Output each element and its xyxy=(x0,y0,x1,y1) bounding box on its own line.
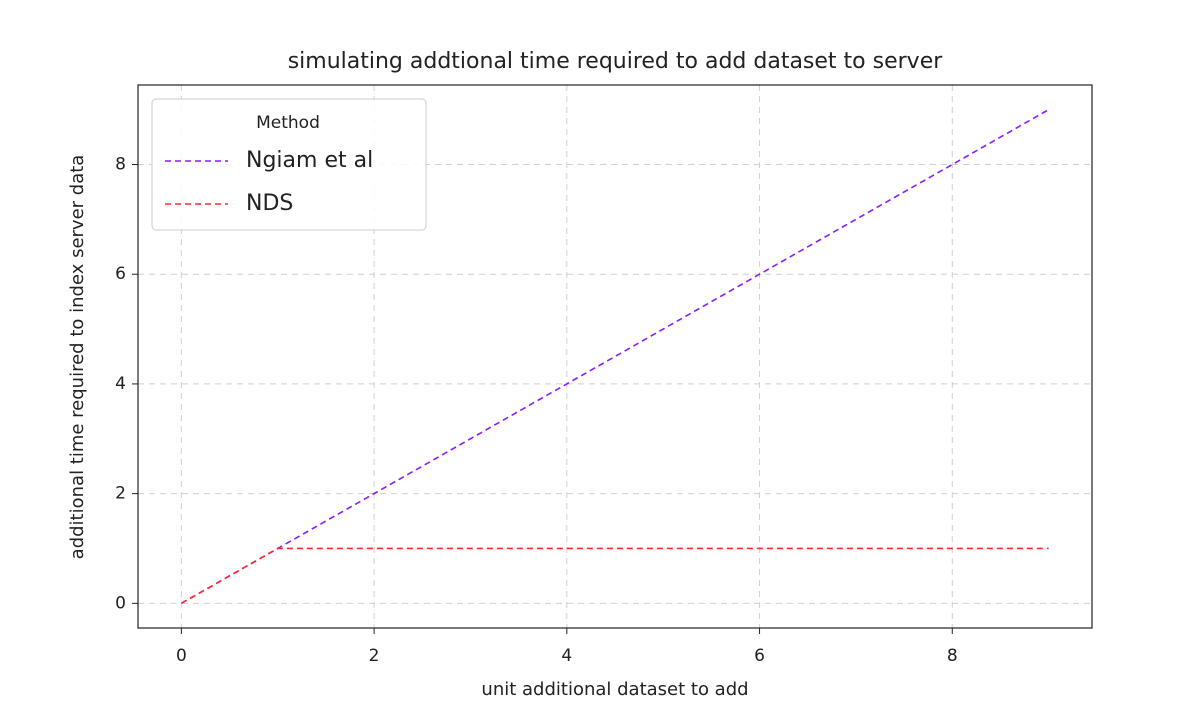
legend-title: Method xyxy=(256,113,320,133)
y-tick-label: 2 xyxy=(115,484,126,504)
plot-frame xyxy=(137,84,1093,629)
y-tick-label: 8 xyxy=(115,155,126,175)
x-tick-label: 6 xyxy=(754,646,765,666)
x-tick-label: 2 xyxy=(369,646,380,666)
y-tick-label: 6 xyxy=(115,264,126,284)
series-line xyxy=(180,547,1049,605)
x-tick-label: 8 xyxy=(947,646,958,666)
legend-label: NDS xyxy=(246,191,293,216)
x-tick-label: 4 xyxy=(561,646,572,666)
y-axis-label: additional time required to index server… xyxy=(67,155,88,560)
series-line xyxy=(180,108,1050,605)
x-axis-label: unit additional dataset to add xyxy=(481,679,748,700)
x-tick-label: 0 xyxy=(176,646,187,666)
legend-box xyxy=(151,98,427,231)
y-tick-label: 4 xyxy=(115,374,126,394)
y-tick-label: 0 xyxy=(115,593,126,613)
legend-label: Ngiam et al xyxy=(246,148,373,173)
chart-title: simulating addtional time required to ad… xyxy=(288,49,944,74)
